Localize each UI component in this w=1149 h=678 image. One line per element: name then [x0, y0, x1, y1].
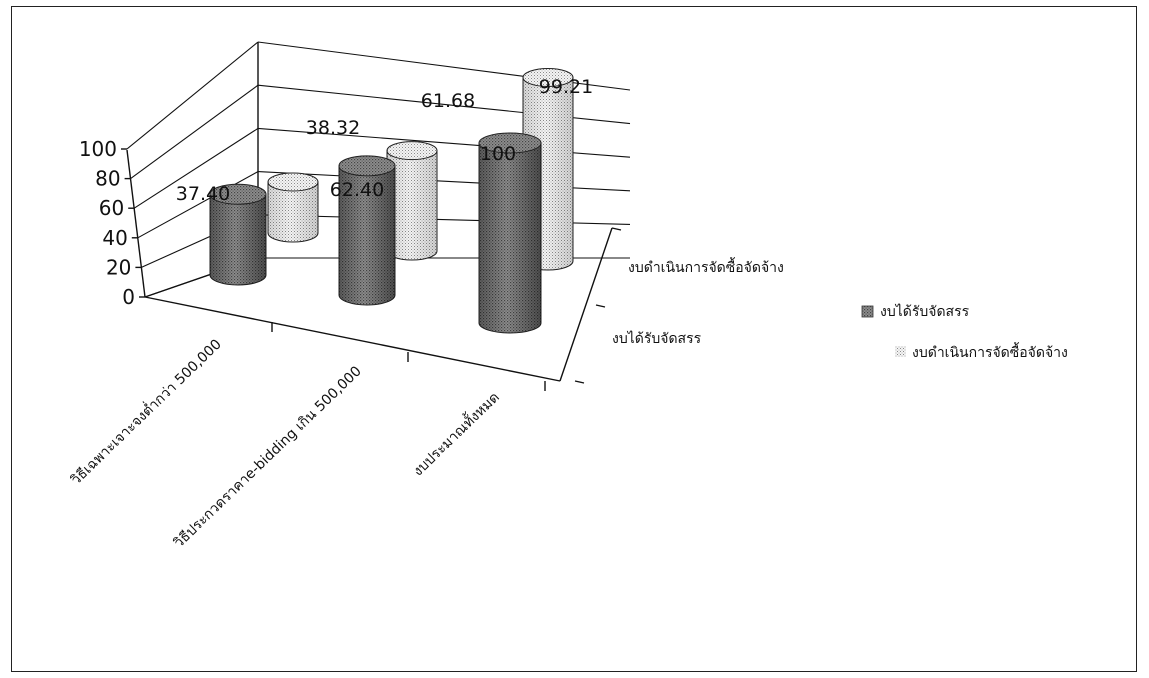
bar-series1-0	[209, 183, 267, 286]
y-axis-line	[126, 149, 146, 298]
bar-series1-1-top	[338, 155, 396, 177]
bar-series1-1	[338, 155, 396, 306]
bar-series1-1-shade	[339, 165, 395, 305]
bar-series2-0-top	[267, 172, 319, 192]
bar-series1-2-shade	[479, 143, 541, 333]
bar-series2-2-top	[522, 67, 574, 87]
category-label: วิธีเฉพาะเจาะจงต่ำกว่า 500,000	[67, 335, 225, 489]
legend-swatch-series1	[861, 305, 874, 318]
bars	[209, 67, 574, 334]
depth-axis-line	[559, 227, 613, 382]
side-grid-line	[126, 41, 259, 150]
y-tick-label: 0	[122, 285, 135, 309]
floor-front-edge	[144, 296, 561, 382]
bar-series2-0-shade	[268, 181, 318, 242]
side-grid-line	[137, 171, 259, 239]
depth-axis-label: งบได้รับจัดสรร	[612, 330, 702, 347]
y-tick-label: 100	[79, 137, 117, 161]
category-axis: วิธีเฉพาะเจาะจงต่ำกว่า 500,000วิธีประกวด…	[67, 322, 546, 551]
data-label-series2: 38.32	[306, 117, 360, 139]
data-label-series1: 37.40	[176, 183, 230, 205]
bar-series2-1	[386, 141, 438, 261]
legend-label-series2: งบดำเนินการจัดซื้อจัดจ้าง	[912, 342, 1068, 361]
data-labels: 38.32 61.68 99.21 37.40 62.40 100	[176, 76, 593, 205]
depth-tick-mark	[574, 380, 585, 384]
legend-swatch-series2	[895, 346, 906, 357]
data-label-series1: 100	[480, 143, 516, 165]
depth-axis-label: งบดำเนินการจัดซื้อจัดจ้าง	[628, 257, 784, 276]
y-tick-label: 80	[95, 167, 120, 191]
y-tick-label: 20	[106, 255, 131, 279]
category-label: งบประมาณทั้งหมด	[408, 387, 503, 479]
side-grid-line	[133, 127, 259, 209]
bar-series1-2-top	[478, 132, 542, 154]
y-tick-label: 60	[99, 196, 124, 220]
y-tick-label: 40	[102, 226, 127, 250]
depth-tick-mark	[611, 227, 622, 231]
side-grid-line	[130, 84, 259, 180]
bar-series1-2	[478, 132, 542, 334]
bar-series2-0	[267, 172, 319, 243]
data-label-series2: 99.21	[539, 76, 593, 98]
legend-label-series1: งบได้รับจัดสรร	[880, 303, 970, 320]
data-label-series2: 61.68	[421, 90, 475, 112]
depth-tick-mark	[595, 304, 606, 308]
data-label-series1: 62.40	[330, 179, 384, 201]
y-axis-ticks: 0 20 40 60 80 100	[79, 137, 135, 309]
bar-series1-0-top	[209, 183, 267, 205]
category-label: วิธีประกวดราคาe-bidding เกิน 500,000	[171, 363, 365, 551]
bar-series2-1-top	[386, 141, 438, 161]
bar-series1-0-shade	[210, 194, 266, 285]
bar-series2-1-shade	[387, 150, 437, 260]
